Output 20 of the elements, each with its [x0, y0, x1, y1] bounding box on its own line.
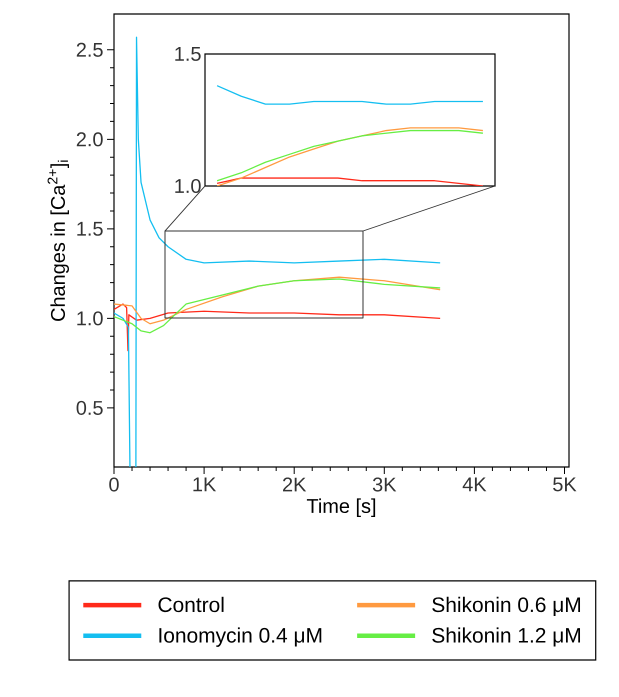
x-axis-title: Time [s]	[306, 498, 376, 518]
legend-label: Shikonin 0.6 μM	[432, 596, 580, 616]
x-tick-label: 3K	[372, 477, 396, 492]
y-tick-label: 1.5	[175, 47, 201, 61]
legend-label: Shikonin 1.2 μM	[432, 627, 580, 647]
x-tick-label: 1K	[193, 477, 216, 492]
y-tick-label: 1.0	[175, 178, 201, 194]
y-tick-label: 1.5	[77, 222, 103, 236]
legend-label: Ionomycin 0.4 μM	[159, 627, 322, 647]
line-series	[114, 303, 441, 352]
y-tick-label: 2.0	[76, 132, 103, 146]
y-tick-label: 0.5	[76, 400, 103, 415]
x-tick-label: 4K	[462, 477, 486, 492]
y-tick-label: 1.0	[77, 311, 103, 326]
legend-label: Control	[158, 596, 224, 612]
y-axis-title: Changes in [Ca$^{2+}$]$_{i}$	[48, 160, 69, 321]
y-tick-label: 2.5	[76, 42, 103, 57]
x-tick-label: 2K	[283, 477, 306, 492]
x-tick-label: 0	[109, 477, 119, 492]
x-tick-label: 5K	[553, 477, 576, 492]
